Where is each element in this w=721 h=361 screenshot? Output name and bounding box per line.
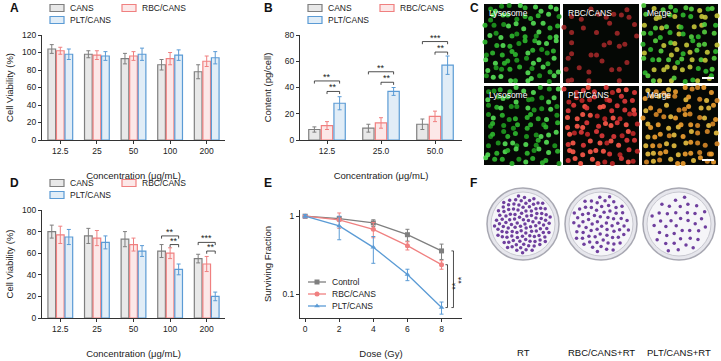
svg-text:RBC/CANS: RBC/CANS	[142, 178, 186, 188]
svg-text:50: 50	[129, 324, 139, 334]
svg-text:Concentration (μg/mL): Concentration (μg/mL)	[334, 170, 429, 181]
svg-text:RBC/CANS: RBC/CANS	[400, 3, 444, 13]
svg-text:**: **	[437, 43, 445, 53]
svg-text:Content (pg/cell): Content (pg/cell)	[262, 53, 273, 123]
svg-text:Surviving Fraction: Surviving Fraction	[262, 226, 273, 302]
svg-text:**: **	[170, 236, 178, 246]
svg-text:PLT/CANS: PLT/CANS	[332, 301, 373, 311]
svg-text:RBC/CANS: RBC/CANS	[142, 3, 186, 13]
svg-text:40: 40	[27, 270, 37, 280]
svg-text:***: ***	[201, 233, 212, 243]
svg-text:60: 60	[285, 56, 295, 66]
svg-text:1: 1	[290, 211, 295, 221]
svg-text:F: F	[470, 176, 477, 190]
svg-text:CANS: CANS	[70, 3, 94, 13]
svg-text:80: 80	[27, 227, 37, 237]
svg-text:Concentration (μg/mL): Concentration (μg/mL)	[86, 170, 181, 181]
svg-text:B: B	[264, 1, 273, 15]
svg-text:100: 100	[22, 205, 36, 215]
svg-text:***: ***	[430, 33, 441, 43]
svg-text:12.5: 12.5	[52, 324, 69, 334]
svg-text:25.0: 25.0	[373, 146, 390, 156]
svg-text:40: 40	[27, 100, 37, 110]
svg-text:PLT/CANS: PLT/CANS	[328, 15, 369, 25]
svg-text:**: **	[323, 72, 331, 82]
svg-text:Dose (Gy): Dose (Gy)	[359, 348, 402, 359]
svg-text:CANS: CANS	[70, 178, 94, 188]
svg-text:**: **	[377, 63, 385, 73]
svg-text:100: 100	[163, 324, 177, 334]
svg-text:0: 0	[303, 324, 308, 334]
svg-text:Concentration (μg/mL): Concentration (μg/mL)	[86, 348, 181, 359]
svg-text:100: 100	[22, 47, 36, 57]
svg-text:40: 40	[285, 82, 295, 92]
svg-text:**: **	[450, 282, 460, 290]
svg-text:Merge: Merge	[647, 8, 671, 18]
svg-text:50: 50	[129, 146, 139, 156]
svg-text:Control: Control	[332, 277, 360, 287]
svg-text:120: 120	[22, 30, 36, 40]
svg-text:Cell Viability (%): Cell Viability (%)	[4, 230, 15, 299]
svg-text:50.0: 50.0	[427, 146, 444, 156]
svg-text:6: 6	[405, 324, 410, 334]
svg-text:0: 0	[32, 313, 37, 323]
svg-text:20: 20	[27, 291, 37, 301]
svg-text:PLT/CANS+RT: PLT/CANS+RT	[647, 347, 711, 358]
svg-text:80: 80	[27, 65, 37, 75]
svg-text:RBC/CANS: RBC/CANS	[568, 8, 612, 18]
svg-text:0.1: 0.1	[282, 289, 294, 299]
svg-text:**: **	[166, 227, 174, 237]
svg-text:PLT/CANS: PLT/CANS	[70, 15, 111, 25]
svg-text:Lysosome: Lysosome	[489, 8, 528, 18]
svg-text:**: **	[383, 73, 391, 83]
svg-text:25: 25	[92, 146, 102, 156]
svg-text:RT: RT	[517, 347, 530, 358]
svg-text:Cell Viability (%): Cell Viability (%)	[4, 53, 15, 122]
svg-text:60: 60	[27, 248, 37, 258]
svg-text:200: 200	[200, 324, 214, 334]
svg-text:80: 80	[285, 30, 295, 40]
svg-text:PLT/CANS: PLT/CANS	[70, 190, 111, 200]
svg-text:60: 60	[27, 82, 37, 92]
svg-text:PLT/CANS: PLT/CANS	[568, 90, 609, 100]
svg-text:**: **	[456, 276, 466, 284]
svg-text:0: 0	[290, 135, 295, 145]
svg-text:20: 20	[27, 117, 37, 127]
svg-text:25: 25	[92, 324, 102, 334]
svg-text:Merge: Merge	[647, 90, 671, 100]
svg-text:D: D	[10, 176, 19, 190]
svg-text:Lysosome: Lysosome	[489, 90, 528, 100]
svg-text:100: 100	[163, 146, 177, 156]
svg-text:RBC/CANS: RBC/CANS	[332, 289, 376, 299]
svg-text:CANS: CANS	[328, 3, 352, 13]
svg-text:RBC/CANS+RT: RBC/CANS+RT	[568, 347, 635, 358]
svg-text:200: 200	[200, 146, 214, 156]
svg-text:2: 2	[337, 324, 342, 334]
svg-text:20: 20	[285, 109, 295, 119]
svg-text:4: 4	[371, 324, 376, 334]
svg-text:**: **	[207, 242, 215, 252]
svg-text:**: **	[329, 82, 337, 92]
svg-text:12.5: 12.5	[52, 146, 69, 156]
svg-text:E: E	[264, 176, 272, 190]
svg-text:A: A	[10, 1, 19, 15]
svg-text:0: 0	[32, 135, 37, 145]
svg-text:C: C	[470, 1, 479, 15]
svg-text:12.5: 12.5	[319, 146, 336, 156]
svg-text:8: 8	[439, 324, 444, 334]
